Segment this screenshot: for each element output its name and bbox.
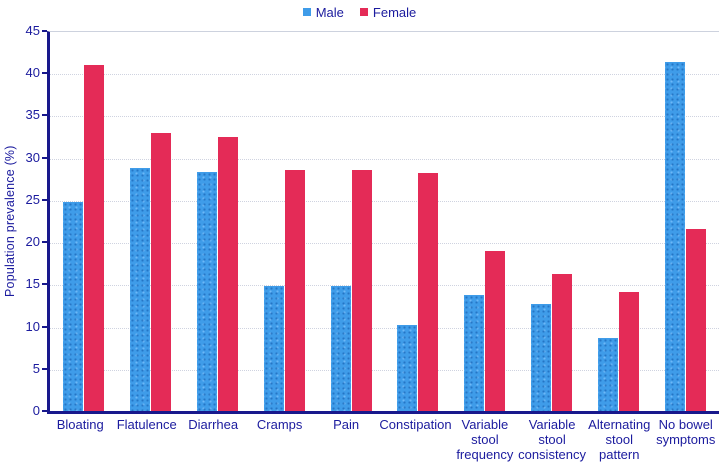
plot-area xyxy=(47,31,719,414)
bar-male-diarrhea xyxy=(196,172,217,411)
y-tick-mark-10 xyxy=(42,325,47,328)
bar-male-cramps xyxy=(263,286,284,411)
x-label-pain: Pain xyxy=(333,417,360,432)
legend: Male Female xyxy=(0,3,719,21)
gridline-5 xyxy=(50,369,719,371)
y-tick-mark-40 xyxy=(42,72,47,75)
bar-female-pain xyxy=(351,170,372,411)
bar-group-alternating-stool-pattern xyxy=(585,32,652,411)
bar-groups xyxy=(50,32,719,411)
bar-group-variable-stool-consistency xyxy=(518,32,585,411)
bar-group-bloating xyxy=(50,32,117,411)
legend-male-label: Male xyxy=(315,4,344,20)
bar-male-variable-stool-frequency xyxy=(464,295,485,411)
bar-female-bloating xyxy=(83,64,104,411)
legend-item-male: Male xyxy=(302,4,344,20)
y-tick-label-45: 45 xyxy=(25,23,40,38)
male-swatch-icon xyxy=(302,8,311,16)
y-tick-label-20: 20 xyxy=(25,234,40,250)
bar-group-variable-stool-frequency xyxy=(451,32,518,411)
x-label-no-bowel-symptoms: No bowel symptoms xyxy=(656,417,716,447)
female-swatch-icon xyxy=(359,8,368,16)
bar-female-diarrhea xyxy=(217,137,238,411)
bar-male-no-bowel-symptoms xyxy=(665,62,686,411)
bar-male-pain xyxy=(330,286,351,411)
bar-female-constipation xyxy=(418,172,439,411)
bar-male-alternating-stool-pattern xyxy=(598,337,619,411)
y-tick-mark-30 xyxy=(42,156,47,159)
bar-group-diarrhea xyxy=(184,32,251,411)
bar-female-flatulence xyxy=(150,133,171,411)
y-tick-mark-20 xyxy=(42,241,47,244)
y-tick-label-25: 25 xyxy=(25,191,40,207)
gridline-25 xyxy=(50,200,719,202)
x-label-bloating: Bloating xyxy=(56,417,104,432)
gridline-35 xyxy=(50,116,719,118)
gridline-20 xyxy=(50,243,719,245)
y-axis-title: Population prevalence (%) xyxy=(3,145,17,297)
bar-group-pain xyxy=(318,32,385,411)
bar-female-variable-stool-consistency xyxy=(552,274,573,411)
gridline-40 xyxy=(50,74,719,76)
bar-female-alternating-stool-pattern xyxy=(619,291,640,411)
bar-male-bloating xyxy=(62,202,83,411)
bar-male-variable-stool-consistency xyxy=(531,303,552,411)
legend-item-female: Female xyxy=(359,4,417,20)
y-tick-mark-15 xyxy=(42,283,47,286)
y-tick-mark-35 xyxy=(42,114,47,117)
y-tick-label-10: 10 xyxy=(25,318,40,334)
y-tick-mark-45 xyxy=(42,30,47,32)
y-tick-label-30: 30 xyxy=(25,149,40,165)
y-tick-label-35: 35 xyxy=(25,107,40,123)
bar-male-flatulence xyxy=(129,167,150,411)
bar-male-constipation xyxy=(397,324,418,411)
bar-female-variable-stool-frequency xyxy=(485,250,506,411)
bar-group-flatulence xyxy=(117,32,184,411)
bar-group-no-bowel-symptoms xyxy=(652,32,719,411)
gridline-15 xyxy=(50,285,719,287)
x-label-constipation: Constipation xyxy=(379,417,452,432)
x-axis-labels: Bloating Flatulence Diarrhea Cramps Pain Cons… xyxy=(47,417,719,462)
bar-group-cramps xyxy=(251,32,318,411)
x-label-flatulence: Flatulence xyxy=(116,417,177,432)
legend-female-label: Female xyxy=(372,4,417,20)
y-tick-label-5: 5 xyxy=(32,360,40,376)
y-tick-label-15: 15 xyxy=(25,276,40,292)
bar-female-cramps xyxy=(284,170,305,411)
gridline-10 xyxy=(50,327,719,329)
y-tick-mark-25 xyxy=(42,198,47,201)
x-label-variable-stool-consistency: Variable stool consistency xyxy=(518,417,587,462)
y-tick-label-0: 0 xyxy=(32,403,40,418)
x-label-diarrhea: Diarrhea xyxy=(188,417,239,432)
bar-female-no-bowel-symptoms xyxy=(686,228,707,411)
x-label-variable-stool-frequency: Variable stool frequency xyxy=(456,417,514,462)
y-tick-label-40: 40 xyxy=(25,65,40,81)
gridline-30 xyxy=(50,158,719,160)
y-tick-mark-0 xyxy=(42,410,47,412)
x-label-cramps: Cramps xyxy=(256,417,303,432)
bar-group-constipation xyxy=(385,32,452,411)
y-tick-mark-5 xyxy=(42,367,47,370)
x-label-alternating-stool-pattern: Alternating stool pattern xyxy=(588,417,651,462)
